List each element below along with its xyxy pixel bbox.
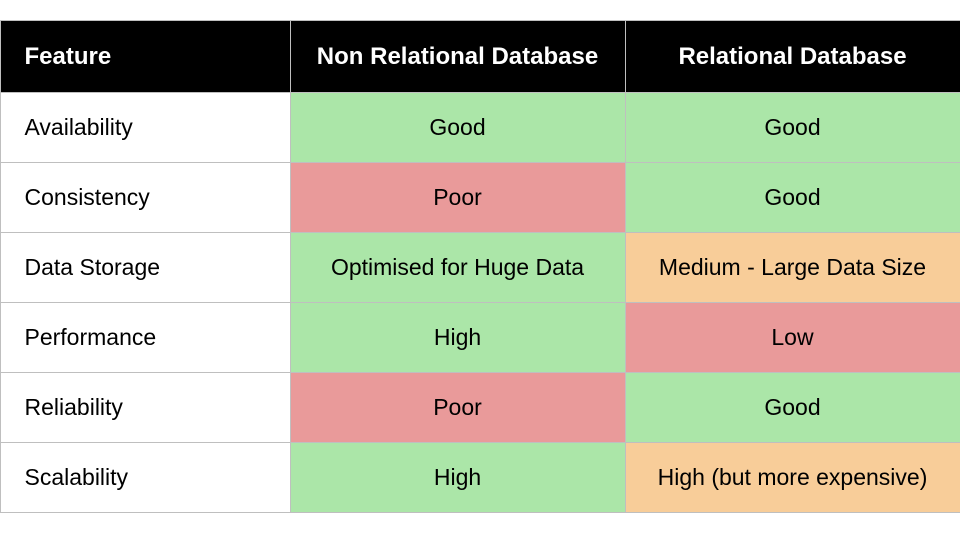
table-row: PerformanceHighLow: [0, 303, 960, 373]
table-row: AvailabilityGoodGood: [0, 93, 960, 163]
nonrelational-cell: High: [290, 303, 625, 373]
table-header: Feature Non Relational Database Relation…: [0, 21, 960, 93]
table-row: ConsistencyPoorGood: [0, 163, 960, 233]
feature-cell: Scalability: [0, 443, 290, 513]
nonrelational-cell: Poor: [290, 373, 625, 443]
relational-cell: Good: [625, 93, 960, 163]
column-header-relational: Relational Database: [625, 21, 960, 93]
relational-cell: Good: [625, 373, 960, 443]
table-row: Data StorageOptimised for Huge DataMediu…: [0, 233, 960, 303]
relational-cell: Medium - Large Data Size: [625, 233, 960, 303]
table-row: ScalabilityHighHigh (but more expensive): [0, 443, 960, 513]
nonrelational-cell: Poor: [290, 163, 625, 233]
table-row: ReliabilityPoorGood: [0, 373, 960, 443]
nonrelational-cell: Good: [290, 93, 625, 163]
page-root: Feature Non Relational Database Relation…: [0, 0, 960, 540]
nonrelational-cell: Optimised for Huge Data: [290, 233, 625, 303]
table-body: AvailabilityGoodGoodConsistencyPoorGoodD…: [0, 93, 960, 513]
relational-cell: Low: [625, 303, 960, 373]
relational-cell: Good: [625, 163, 960, 233]
feature-cell: Availability: [0, 93, 290, 163]
nonrelational-cell: High: [290, 443, 625, 513]
feature-cell: Reliability: [0, 373, 290, 443]
feature-cell: Performance: [0, 303, 290, 373]
column-header-feature: Feature: [0, 21, 290, 93]
table-header-row: Feature Non Relational Database Relation…: [0, 21, 960, 93]
feature-cell: Consistency: [0, 163, 290, 233]
comparison-table: Feature Non Relational Database Relation…: [0, 20, 960, 513]
feature-cell: Data Storage: [0, 233, 290, 303]
column-header-nonrelational: Non Relational Database: [290, 21, 625, 93]
relational-cell: High (but more expensive): [625, 443, 960, 513]
